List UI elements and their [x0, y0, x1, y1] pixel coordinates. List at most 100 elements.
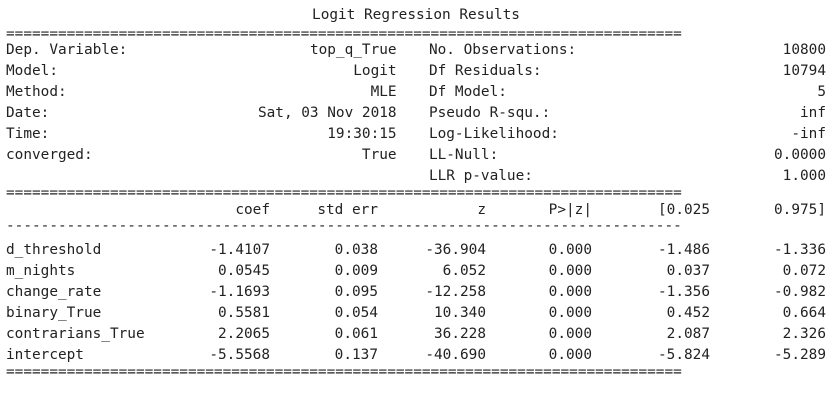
column-header: P>|z| — [548, 202, 592, 218]
coefficient-cell: -1.1693 — [209, 284, 270, 300]
info-left-value: 19:30:15 — [327, 126, 397, 142]
coefficient-cell: 0.5581 — [218, 305, 270, 321]
info-spacer — [397, 40, 429, 61]
coefficients-header-row: coef std err z P>|z| [0.025 0.975] — [6, 199, 826, 221]
coefficients-body-table: d_threshold -1.4107 0.038 -36.904 0.000 -1.48… — [6, 240, 826, 366]
regression-summary: Logit Regression Results ===============… — [6, 0, 826, 378]
variable-name: contrarians_True — [6, 326, 145, 342]
info-right-value: 0.0000 — [774, 147, 826, 163]
variable-name: d_threshold — [6, 242, 102, 258]
variable-name: m_nights — [6, 263, 76, 279]
coefficient-cell: -40.690 — [425, 347, 486, 363]
info-spacer — [397, 61, 429, 82]
info-right-label: Df Residuals: — [428, 63, 542, 79]
info-spacer — [397, 145, 429, 166]
info-left-label: Date: — [6, 105, 50, 121]
coefficient-cell: 0.037 — [666, 263, 710, 279]
coefficient-cell: -12.258 — [425, 284, 486, 300]
coefficients-table: coef std err z P>|z| [0.025 0.975] — [6, 199, 826, 221]
coefficient-row: change_rate -1.1693 0.095 -12.258 0.000 -1.35… — [6, 282, 826, 303]
info-left-value: Logit — [353, 63, 397, 79]
variable-name: change_rate — [6, 284, 102, 300]
info-left-value: MLE — [370, 84, 397, 100]
info-left-value: Sat, 03 Nov 2018 — [257, 105, 397, 121]
coefficient-cell: 0.072 — [782, 263, 826, 279]
coefficient-cell: -1.356 — [658, 284, 710, 300]
column-header: std err — [317, 202, 378, 218]
model-info-row: Time: 19:30:15 Log-Likelihood: -inf — [6, 124, 826, 145]
model-info-row: Model: Logit Df Residuals: 10794 — [6, 61, 826, 82]
column-header: coef — [235, 202, 270, 218]
model-info-row: Method: MLE Df Model: 5 — [6, 82, 826, 103]
coefficient-cell: 0.054 — [334, 305, 378, 321]
coefficient-cell: 0.061 — [334, 326, 378, 342]
coefficient-cell: 0.095 — [334, 284, 378, 300]
double-rule: ========================================… — [6, 187, 682, 199]
model-info-table: Dep. Variable: top_q_True No. Observations… — [6, 40, 826, 187]
info-right-label: LLR p-value: — [428, 168, 533, 184]
coefficient-row: contrarians_True 2.2065 0.061 36.228 0.000 2.… — [6, 324, 826, 345]
column-header — [6, 199, 168, 221]
model-info-row: Dep. Variable: top_q_True No. Observations… — [6, 40, 826, 61]
coefficient-row: d_threshold -1.4107 0.038 -36.904 0.000 -1.48… — [6, 240, 826, 261]
coefficient-cell: 0.000 — [548, 305, 592, 321]
coefficient-cell: 6.052 — [442, 263, 486, 279]
variable-name: intercept — [6, 347, 84, 363]
coefficient-cell: 0.664 — [782, 305, 826, 321]
info-right-value: 5 — [817, 84, 826, 100]
coefficient-cell: 0.000 — [548, 326, 592, 342]
column-header: 0.975] — [774, 202, 826, 218]
coefficient-cell: -36.904 — [425, 242, 486, 258]
model-info-body: Dep. Variable: top_q_True No. Observations… — [6, 40, 826, 187]
coefficient-cell: 0.009 — [334, 263, 378, 279]
coefficient-cell: 2.087 — [666, 326, 710, 342]
info-left-label: Method: — [6, 84, 67, 100]
coefficient-cell: -1.336 — [774, 242, 826, 258]
coefficient-row: m_nights 0.0545 0.009 6.052 0.000 0.037 0.072 — [6, 261, 826, 282]
double-rule: ========================================… — [6, 28, 682, 40]
column-header: [0.025 — [658, 202, 710, 218]
info-spacer — [397, 82, 429, 103]
info-right-value: inf — [800, 105, 826, 121]
info-right-value: 10794 — [782, 63, 826, 79]
coefficient-cell: -5.289 — [774, 347, 826, 363]
coefficient-row: binary_True 0.5581 0.054 10.340 0.000 0.452 0.… — [6, 303, 826, 324]
coefficient-cell: 0.000 — [548, 347, 592, 363]
info-spacer — [397, 103, 429, 124]
info-right-label: Pseudo R-squ.: — [428, 105, 551, 121]
coefficient-cell: 0.000 — [548, 284, 592, 300]
coefficient-cell: 36.228 — [434, 326, 486, 342]
column-header: z — [477, 202, 486, 218]
coefficient-cell: 0.452 — [666, 305, 710, 321]
coefficient-cell: 2.2065 — [218, 326, 270, 342]
info-right-value: 1.000 — [782, 168, 826, 184]
info-right-label: LL-Null: — [428, 147, 499, 163]
coefficient-cell: 2.326 — [782, 326, 826, 342]
coefficient-cell: -5.5568 — [209, 347, 270, 363]
info-right-value: 10800 — [782, 42, 826, 58]
info-left-label — [6, 166, 211, 187]
double-rule: ========================================… — [6, 366, 682, 378]
info-right-label: Log-Likelihood: — [428, 126, 559, 142]
info-left-value: True — [361, 147, 397, 163]
coefficient-cell: 10.340 — [434, 305, 486, 321]
single-rule: ----------------------------------------… — [6, 221, 682, 232]
coefficient-row: intercept -5.5568 0.137 -40.690 0.000 -5.824 -… — [6, 345, 826, 366]
info-spacer — [397, 166, 429, 187]
coefficient-cell: -5.824 — [658, 347, 710, 363]
info-left-label: Dep. Variable: — [6, 42, 128, 58]
coefficient-cell: 0.038 — [334, 242, 378, 258]
coefficient-cell: -1.486 — [658, 242, 710, 258]
coefficient-cell: 0.000 — [548, 263, 592, 279]
coefficient-cell: 0.0545 — [218, 263, 270, 279]
coefficient-cell: -0.982 — [774, 284, 826, 300]
variable-name: binary_True — [6, 305, 102, 321]
info-left-label: Model: — [6, 63, 58, 79]
coefficient-cell: 0.000 — [548, 242, 592, 258]
summary-title: Logit Regression Results — [312, 7, 520, 23]
coefficients-body: d_threshold -1.4107 0.038 -36.904 0.000 -1.48… — [6, 240, 826, 366]
coefficient-cell: 0.137 — [334, 347, 378, 363]
info-spacer — [397, 124, 429, 145]
model-info-row: converged: True LL-Null: 0.0000 — [6, 145, 826, 166]
info-right-label: Df Model: — [428, 84, 507, 100]
